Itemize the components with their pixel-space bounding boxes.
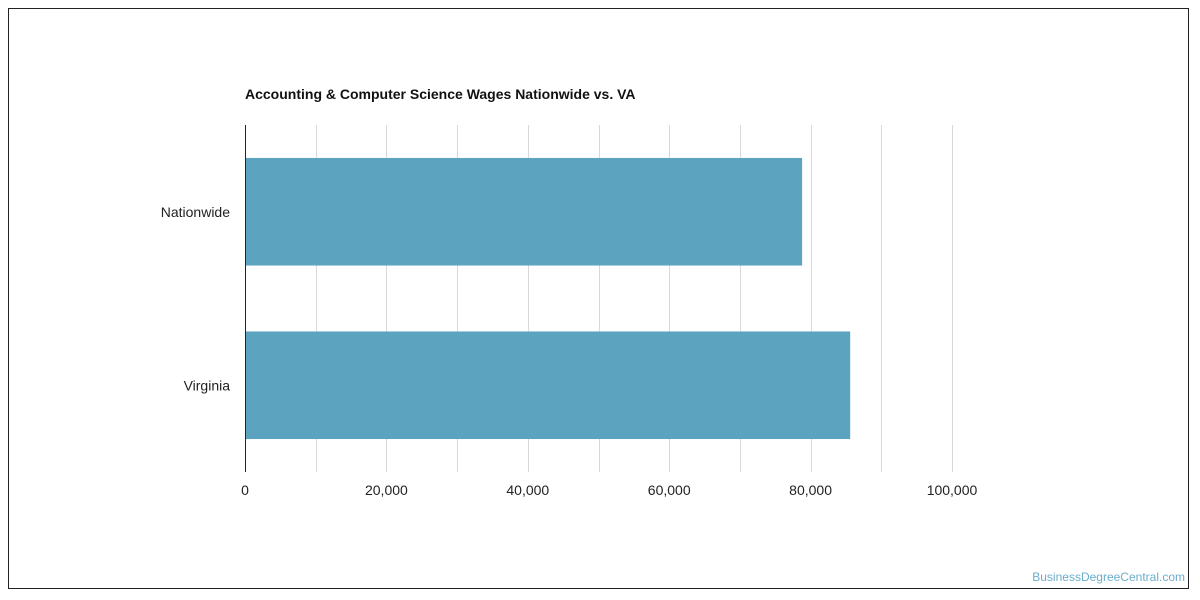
category-label: Nationwide xyxy=(161,204,230,220)
chart-frame xyxy=(8,8,1189,589)
source-watermark: BusinessDegreeCentral.com xyxy=(1032,570,1185,584)
bar-virginia xyxy=(245,331,851,440)
x-tick-label: 20,000 xyxy=(365,482,408,498)
x-tick-label: 40,000 xyxy=(506,482,549,498)
category-label: Virginia xyxy=(184,377,231,393)
bar-nationwide xyxy=(245,157,803,266)
x-tick-label: 80,000 xyxy=(789,482,832,498)
x-tick-label: 60,000 xyxy=(648,482,691,498)
x-tick-label: 0 xyxy=(241,482,249,498)
x-tick-label: 100,000 xyxy=(927,482,978,498)
chart-title: Accounting & Computer Science Wages Nati… xyxy=(245,86,636,102)
bars xyxy=(245,157,851,440)
labels: Nationwide Virginia 0 20,000 40,000 60,000 80,… xyxy=(161,204,978,498)
